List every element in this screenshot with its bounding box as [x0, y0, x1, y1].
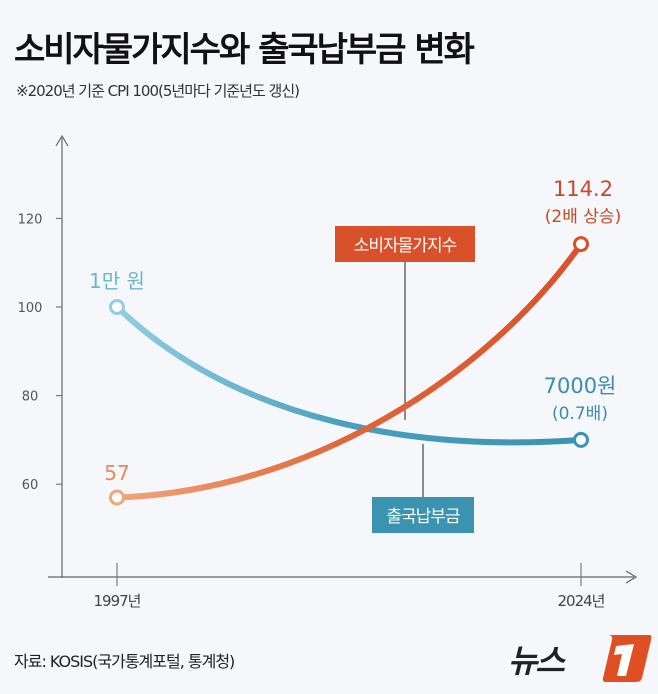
y-tick-label: 80	[22, 390, 39, 405]
fee-start-point	[109, 299, 125, 315]
x-axis-arrow	[625, 570, 638, 584]
fee-legend-box	[372, 497, 474, 533]
x-tick-label-2024: 2024년	[558, 592, 605, 610]
cpi-legend-box	[335, 226, 475, 262]
cpi-legend-label: 소비자물가지수	[354, 236, 457, 256]
series-line-fee	[114, 304, 584, 446]
news1-logo: 뉴스	[508, 635, 652, 682]
source-note: 자료: KOSIS(국가통계포털, 통계청)	[14, 652, 235, 671]
cpi-end-note: (2배 상승)	[545, 207, 621, 227]
y-tick-label: 100	[18, 301, 43, 316]
chart-subtitle: ※2020년 기준 CPI 100(5년마다 기준년도 갱신)	[16, 82, 300, 100]
cpi-start-label: 57	[104, 461, 129, 485]
cpi-end-point	[573, 236, 589, 253]
cpi-start-point	[109, 489, 125, 506]
fee-legend-label: 출국납부금	[386, 507, 460, 527]
fee-end-point	[573, 431, 589, 448]
y-tick-label: 60	[22, 478, 39, 493]
x-tick-label-1997: 1997년	[94, 592, 141, 610]
fee-end-label: 7000원	[544, 374, 617, 398]
series-line-cpi	[114, 241, 584, 501]
fee-end-note: (0.7배)	[552, 404, 608, 424]
chart-title: 소비자물가지수와 출국납부금 변화	[14, 30, 475, 70]
fee-start-label: 1만 원	[89, 269, 145, 293]
y-axis-arrow	[55, 134, 69, 147]
y-tick-label: 120	[18, 212, 43, 227]
svg-text:뉴스: 뉴스	[508, 642, 566, 680]
cpi-end-label: 114.2	[553, 177, 613, 201]
